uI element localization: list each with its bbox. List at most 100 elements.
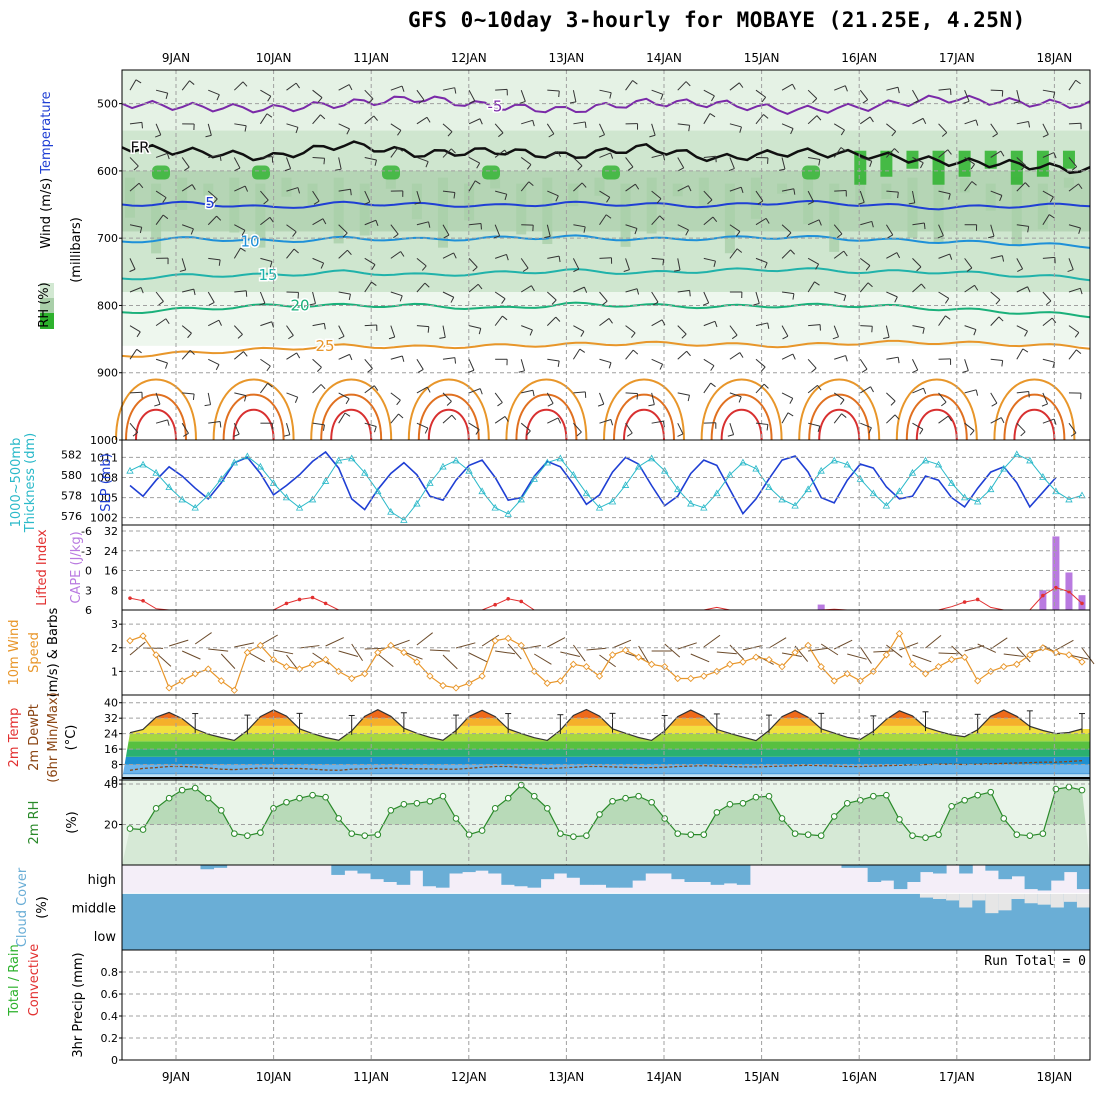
- wind-barb: [1068, 79, 1077, 91]
- wind-barb: [703, 358, 715, 367]
- middle-cloud-gap: [959, 893, 973, 908]
- wind-barb: [338, 325, 345, 337]
- temp-color-band: [122, 695, 1090, 703]
- thickness-point: [608, 497, 617, 505]
- surface-wind-barb: [847, 653, 867, 660]
- wind-barb-tick: [897, 87, 900, 94]
- wind-barb: [129, 121, 142, 125]
- wind-barb: [468, 388, 481, 394]
- surface-isotherm-loop: [623, 408, 665, 441]
- wind-barb-tick: [922, 118, 927, 125]
- wind-barb: [781, 123, 794, 129]
- wind-speed-point: [517, 641, 525, 650]
- wind-barb: [807, 115, 818, 125]
- wind-barb: [312, 190, 320, 202]
- wind-barb: [547, 190, 559, 197]
- low-mid-cloud-bar: [226, 893, 241, 950]
- wind-barb: [234, 224, 246, 231]
- wind-barb: [807, 89, 818, 99]
- rh-saturated-cell: [602, 165, 620, 180]
- high-cloud-bar: [553, 865, 568, 874]
- wind-barb-tick: [271, 321, 275, 328]
- thickness-point: [752, 464, 760, 472]
- wind-barb: [781, 83, 793, 91]
- rh-point: [857, 796, 864, 804]
- surface-wind-barb: [442, 654, 458, 670]
- wind-barb-tick: [165, 318, 170, 325]
- wind-barb-tick: [789, 398, 794, 404]
- wind-barb-tick: [605, 214, 612, 219]
- thickness-point: [634, 462, 643, 470]
- rh-panel: [122, 780, 1090, 865]
- wind-speed-point: [974, 677, 982, 685]
- y-tick-label: 900: [97, 367, 118, 380]
- wind-barb: [286, 123, 299, 128]
- surface-wind-barb: [416, 632, 433, 646]
- rh-saturated-cell: [382, 165, 400, 180]
- wind-barb-tick: [1048, 214, 1055, 219]
- wind-barb-tick: [474, 180, 481, 185]
- wind-barb: [964, 422, 975, 431]
- wind-barb-tick: [557, 360, 560, 367]
- wind-barb: [886, 414, 896, 424]
- wind-barb: [547, 417, 559, 424]
- wind-speed-point: [700, 672, 708, 680]
- lifted-index-line: [129, 587, 1083, 611]
- wind-barb-tick: [970, 163, 975, 170]
- axis-label: (6hr Min/Max): [46, 692, 61, 782]
- wind-barb-tick: [1067, 269, 1074, 273]
- thickness-point: [426, 479, 434, 486]
- wind-barb-tick: [896, 252, 901, 259]
- wind-speed-point: [348, 674, 356, 683]
- wind-barb-tick: [367, 368, 373, 373]
- surface-wind-barb: [547, 637, 566, 648]
- wind-barb-tick: [916, 266, 922, 272]
- wind-barb-tick: [342, 232, 348, 238]
- wind-barb-tick: [949, 253, 953, 260]
- wind-barb: [390, 123, 402, 131]
- y-tick-label: 2: [111, 642, 118, 655]
- high-cloud-bar: [462, 865, 476, 873]
- lifted-index-point: [141, 598, 145, 603]
- wind-barb: [677, 392, 690, 396]
- wind-barb-tick: [418, 99, 425, 104]
- low-mid-cloud-bar: [292, 893, 306, 950]
- rh-point: [217, 807, 225, 814]
- rh-point: [922, 834, 929, 841]
- lifted-index-point: [323, 601, 328, 606]
- wind-barb: [781, 325, 789, 337]
- wind-speed-point: [895, 629, 904, 638]
- wind-barb: [468, 118, 481, 125]
- precip-frame: [121, 949, 1091, 1061]
- wind-barb: [234, 123, 247, 127]
- wind-barb-tick: [740, 187, 744, 194]
- wind-barb-tick: [1013, 101, 1020, 104]
- wind-barb-tick: [166, 153, 170, 160]
- wind-barb-tick: [608, 318, 613, 324]
- temp-color-band: [122, 764, 1090, 773]
- wind-barb: [416, 257, 427, 267]
- wind-barb: [416, 116, 428, 125]
- wind-barb-tick: [661, 319, 666, 326]
- isotherm-line: [121, 234, 1091, 249]
- wind-barb: [286, 392, 298, 398]
- dewpoint-line: [129, 760, 1083, 771]
- wind-barb-tick: [812, 98, 818, 104]
- wind-barb-tick: [945, 315, 951, 320]
- wind-barb-tick: [811, 367, 817, 373]
- high-cloud-bar: [684, 865, 699, 882]
- wind-barb-tick: [871, 221, 874, 228]
- wind-barb: [677, 185, 689, 192]
- low-mid-cloud-bar: [265, 893, 280, 950]
- rh-point: [139, 826, 147, 833]
- wind-barb-tick: [634, 183, 640, 190]
- wind-barb: [286, 325, 294, 336]
- wind-barb-tick: [707, 199, 713, 205]
- wind-barb-tick: [504, 149, 509, 156]
- middle-cloud-gap: [972, 893, 986, 901]
- wind-speed-point: [335, 667, 343, 676]
- wind-barb-tick: [598, 134, 605, 138]
- wind-barb: [807, 190, 815, 203]
- wind-barb: [990, 417, 1002, 424]
- cape-tick-label: 24: [104, 545, 118, 558]
